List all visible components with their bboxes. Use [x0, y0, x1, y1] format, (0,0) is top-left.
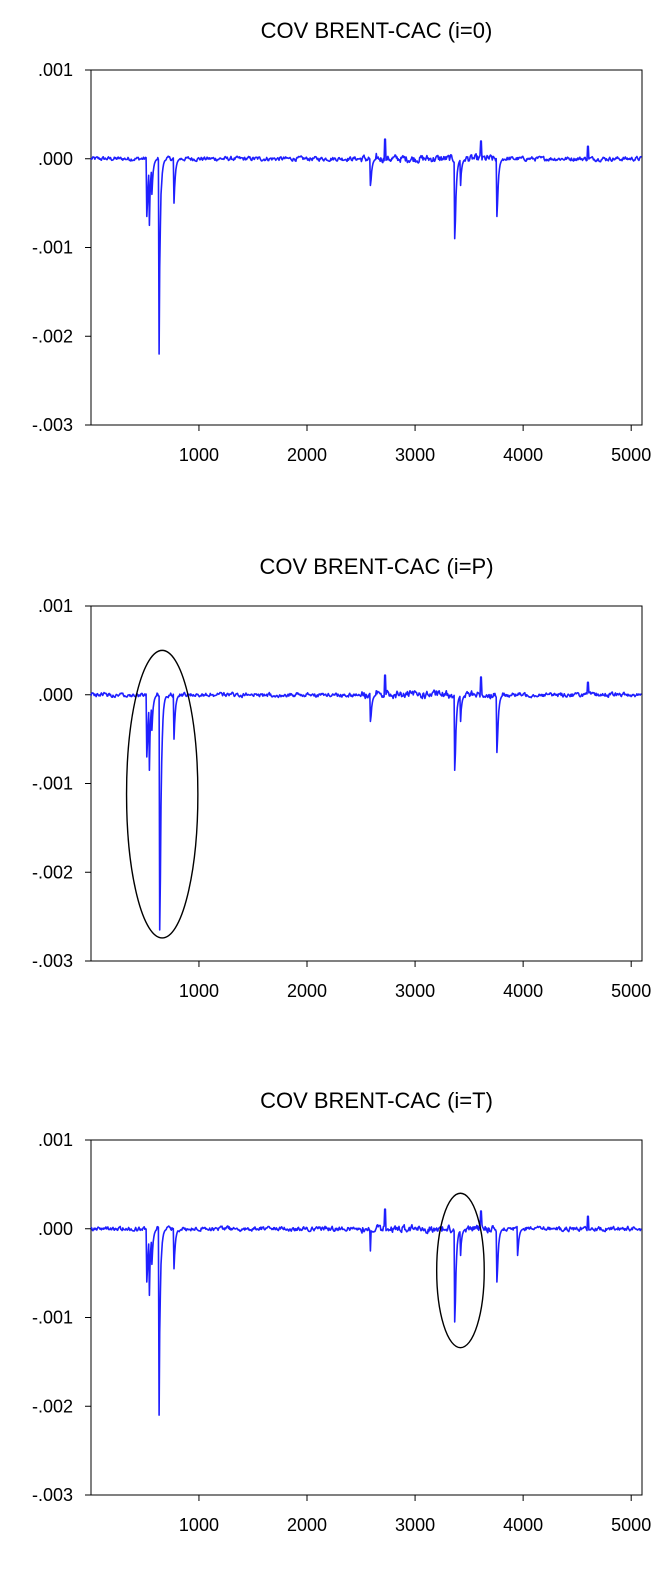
series-line — [90, 138, 642, 355]
x-tick-label: 2000 — [287, 1515, 327, 1535]
y-tick-label: .001 — [38, 1130, 73, 1150]
plot-frame — [90, 605, 643, 962]
y-tick-label: .001 — [38, 596, 73, 616]
y-tick-label: -.002 — [32, 326, 73, 346]
chart-panel-1: COV BRENT-CAC (i=0) .001 .000 -.001 -.002 -.0… — [32, 18, 651, 465]
chart-panel-3: COV BRENT-CAC (i=T) .001 .000 -.001 -.002 -.0… — [32, 1088, 651, 1535]
y-tick-label: -.003 — [32, 951, 73, 971]
y-tick-label: .000 — [38, 1219, 73, 1239]
x-tick-label: 1000 — [179, 1515, 219, 1535]
y-tick-label: -.002 — [32, 1396, 73, 1416]
plot-frame — [90, 1139, 643, 1496]
chart-panel-2: COV BRENT-CAC (i=P) .001 .000 -.001 -.002 -.0… — [32, 554, 651, 1001]
y-tick-label: -.001 — [32, 1308, 73, 1328]
x-tick-label: 4000 — [503, 445, 543, 465]
x-tick-label: 5000 — [611, 1515, 651, 1535]
series-line — [90, 674, 642, 931]
x-tick-label: 2000 — [287, 445, 327, 465]
x-tick-label: 2000 — [287, 981, 327, 1001]
y-tick-label: -.001 — [32, 238, 73, 258]
series-line — [90, 1208, 643, 1416]
x-tick-label: 3000 — [395, 1515, 435, 1535]
highlight-ellipse — [125, 649, 199, 939]
x-tick-label: 4000 — [503, 981, 543, 1001]
highlight-ellipse — [435, 1192, 485, 1349]
y-tick-label: -.003 — [32, 1485, 73, 1505]
x-tick-label: 3000 — [395, 445, 435, 465]
y-tick-label: -.003 — [32, 415, 73, 435]
x-tick-label: 3000 — [395, 981, 435, 1001]
x-tick-label: 4000 — [503, 1515, 543, 1535]
y-tick-label: -.001 — [32, 774, 73, 794]
chart-title: COV BRENT-CAC (i=0) — [261, 18, 493, 43]
x-tick-label: 1000 — [179, 445, 219, 465]
x-tick-label: 1000 — [179, 981, 219, 1001]
x-tick-label: 5000 — [611, 445, 651, 465]
chart-title: COV BRENT-CAC (i=T) — [260, 1088, 493, 1113]
y-tick-label: .000 — [38, 149, 73, 169]
y-tick-label: .001 — [38, 60, 73, 80]
y-tick-label: .000 — [38, 685, 73, 705]
y-tick-label: -.002 — [32, 862, 73, 882]
plot-frame — [90, 69, 643, 426]
x-tick-label: 5000 — [611, 981, 651, 1001]
chart-title: COV BRENT-CAC (i=P) — [259, 554, 493, 579]
